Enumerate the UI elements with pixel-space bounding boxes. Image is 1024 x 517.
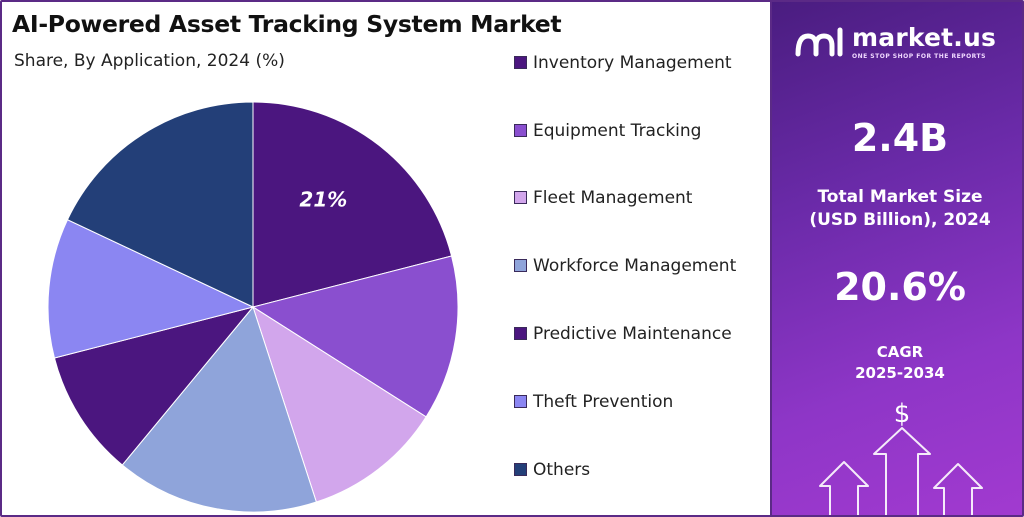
legend-swatch (514, 259, 527, 272)
legend-label: Others (533, 460, 591, 480)
pie-data-label: 21% (299, 187, 347, 211)
legend-swatch (514, 463, 527, 476)
legend-item-fleet-management: Fleet Management (514, 185, 764, 212)
legend-swatch (514, 191, 527, 204)
legend-item-workforce-management: Workforce Management (514, 253, 764, 280)
pie-slice-theft-prevention (47, 219, 255, 359)
brand-tagline: ONE STOP SHOP FOR THE REPORTS (852, 52, 986, 60)
legend-item-predictive-maintenance: Predictive Maintenance (514, 321, 764, 348)
dollar-symbol: $ (894, 399, 911, 429)
legend-label: Predictive Maintenance (533, 324, 732, 344)
chart-panel: AI-Powered Asset Tracking System Market … (2, 2, 770, 515)
cagr-label: CAGR (876, 343, 924, 361)
pie-slice-inventory-management (252, 101, 453, 308)
stats-sidebar: market.us ONE STOP SHOP FOR THE REPORTS … (770, 2, 1022, 515)
pie-slice-fleet-management (252, 305, 427, 503)
pie-slice-workforce-management (121, 305, 317, 513)
legend-item-inventory-management: Inventory Management (514, 50, 764, 77)
legend-label: Equipment Tracking (533, 121, 702, 141)
cagr-period: 2025-2034 (855, 364, 945, 382)
page-title: AI-Powered Asset Tracking System Market (12, 10, 562, 38)
market-size-value: 2.4B (851, 116, 949, 160)
market-us-logo-icon (795, 27, 843, 57)
cagr-value: 20.6% (834, 265, 966, 309)
legend-label: Fleet Management (533, 188, 693, 208)
legend-swatch (514, 124, 527, 137)
legend-label: Theft Prevention (533, 392, 674, 412)
legend-item-others: Others (514, 457, 764, 484)
brand-logo[interactable]: market.us ONE STOP SHOP FOR THE REPORTS (794, 24, 996, 60)
growth-arrows-icon: $ (819, 399, 983, 515)
legend-label: Inventory Management (533, 53, 732, 73)
pie-slice-others (66, 101, 254, 308)
chart-subtitle: Share, By Application, 2024 (%) (14, 51, 285, 71)
legend-swatch (514, 56, 527, 69)
pie-slice-equipment-tracking (251, 255, 459, 418)
legend-label: Workforce Management (533, 256, 737, 276)
pie-chart: 21% (47, 101, 459, 513)
market-size-label-line2: (USD Billion), 2024 (809, 210, 991, 230)
pie-slice-predictive-maintenance (53, 306, 255, 466)
legend-swatch (514, 395, 527, 408)
market-size-label-line1: Total Market Size (817, 187, 983, 207)
brand-name: market.us (852, 22, 997, 52)
legend-swatch (514, 327, 527, 340)
legend-item-equipment-tracking: Equipment Tracking (514, 118, 764, 145)
legend-item-theft-prevention: Theft Prevention (514, 389, 764, 416)
